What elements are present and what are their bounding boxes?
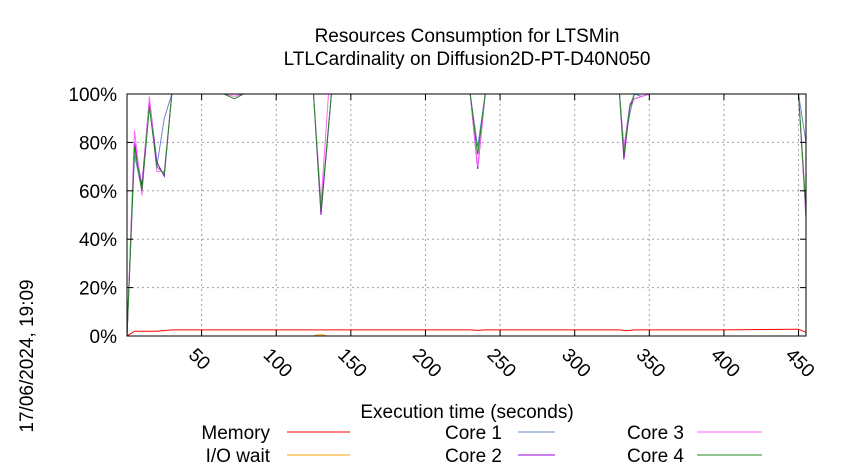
x-tick-label: 200	[408, 345, 445, 382]
legend-label-core-4: Core 4	[627, 446, 684, 467]
series-line-core-3	[126, 93, 807, 337]
y-tick-label: 40%	[79, 230, 117, 251]
x-tick-label: 100	[259, 345, 296, 382]
x-tick-label: 400	[706, 345, 743, 382]
chart-subtitle: LTLCardinality on Diffusion2D-PT-D40N050	[284, 49, 651, 70]
x-tick-label: 250	[483, 345, 520, 382]
legend-label-core-3: Core 3	[627, 423, 684, 444]
x-axis-label: Execution time (seconds)	[360, 402, 573, 423]
series-line-memory	[126, 328, 807, 337]
x-tick-label: 350	[632, 345, 669, 382]
x-axis-ticks: 50 100 150 200 250 300 350 400 450	[184, 94, 818, 382]
x-tick-label: 450	[781, 345, 818, 382]
x-tick-label: 300	[557, 345, 594, 382]
legend-label-i-o-wait: I/O wait	[206, 446, 271, 467]
y-axis-ticks: 0% 20% 40% 60% 80% 100%	[68, 85, 806, 348]
series-line-core-4	[126, 93, 807, 337]
series-line-core-1	[126, 93, 807, 337]
y-tick-label: 20%	[79, 279, 117, 300]
series-line-core-2	[126, 93, 807, 337]
y-tick-label: 60%	[79, 182, 117, 203]
y-tick-label: 80%	[79, 133, 117, 154]
chart-title: Resources Consumption for LTSMin	[315, 26, 620, 47]
plot-frame	[126, 93, 807, 337]
series-lines	[126, 93, 807, 337]
timestamp-label: 17/06/2024, 19:09	[17, 279, 38, 432]
y-tick-label: 100%	[68, 85, 117, 106]
x-tick-label: 50	[184, 345, 214, 375]
legend-label-core-2: Core 2	[445, 446, 502, 467]
legend-label-memory: Memory	[201, 423, 270, 444]
legend-label-core-1: Core 1	[445, 423, 502, 444]
grid	[127, 94, 806, 336]
y-tick-label: 0%	[90, 327, 118, 348]
x-tick-label: 150	[333, 345, 370, 382]
